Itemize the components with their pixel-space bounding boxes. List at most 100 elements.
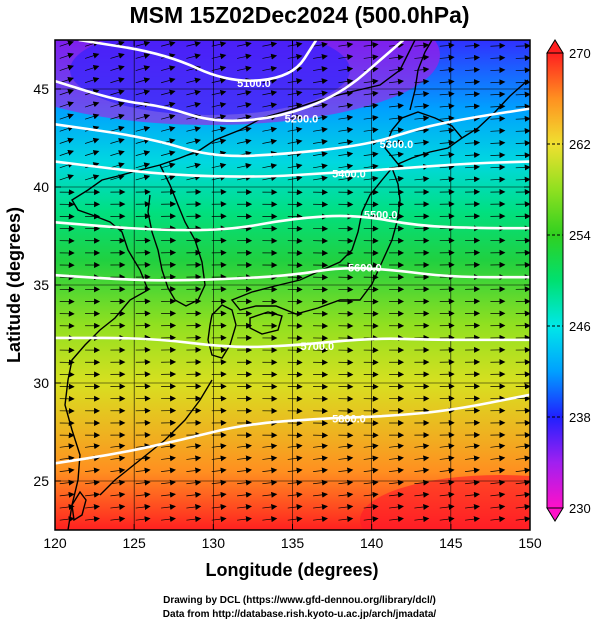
wind-arrow	[313, 53, 328, 60]
wind-arrow	[338, 491, 354, 498]
wind-arrow	[465, 54, 481, 61]
wind-arrow	[515, 516, 530, 523]
wind-arrow	[237, 491, 252, 498]
wind-arrow	[338, 114, 354, 121]
wind-arrow	[135, 150, 151, 157]
wind-arrow	[186, 503, 202, 510]
wind-arrow	[338, 467, 354, 474]
x-tick-label: 135	[281, 535, 305, 551]
wind-arrow	[135, 53, 151, 59]
wind-arrow	[59, 64, 74, 71]
wind-arrow	[439, 127, 455, 134]
wind-arrow	[515, 503, 530, 510]
wind-arrow	[135, 89, 151, 96]
wind-arrow	[363, 175, 379, 182]
coast-russia	[214, 40, 416, 141]
wind-arrow	[465, 127, 481, 134]
wind-arrow	[439, 491, 455, 498]
wind-arrow	[186, 516, 202, 523]
contour-label: 5700.0	[301, 341, 335, 353]
wind-arrow	[135, 40, 151, 47]
wind-arrow	[363, 443, 379, 450]
wind-arrow	[110, 479, 126, 486]
wind-arrow	[439, 443, 455, 450]
y-tick-label: 40	[33, 179, 49, 195]
wind-arrow	[439, 139, 455, 146]
wind-arrow	[160, 89, 176, 96]
wind-arrow	[490, 139, 506, 146]
wind-arrow	[262, 53, 278, 60]
coast-shikoku	[249, 311, 283, 335]
wind-arrow	[389, 467, 404, 474]
colorbar-tick-label: 246	[569, 319, 591, 334]
wind-arrow	[515, 67, 530, 74]
wind-arrow	[414, 491, 430, 498]
wind-streamlines	[59, 40, 530, 523]
wind-arrow	[414, 467, 430, 474]
wind-arrow	[160, 150, 176, 157]
wind-arrow	[160, 41, 176, 47]
contour-label: 5800.0	[332, 413, 366, 425]
wind-arrow	[287, 41, 303, 48]
wind-arrow	[186, 443, 202, 450]
wind-arrow	[237, 65, 252, 72]
wind-arrow	[85, 467, 100, 474]
wind-arrow	[135, 467, 151, 474]
wind-arrow	[439, 151, 455, 158]
wind-arrow	[161, 491, 176, 498]
wind-arrow	[389, 491, 404, 498]
wind-arrow	[515, 91, 530, 98]
wind-arrow	[363, 54, 379, 61]
wind-arrow	[363, 42, 379, 49]
wind-arrow	[237, 90, 252, 96]
wind-arrow	[186, 41, 201, 47]
wind-arrow	[237, 455, 252, 462]
wind-arrow	[490, 176, 506, 183]
contour-line-5800.0	[55, 393, 530, 465]
wind-arrow	[211, 138, 227, 145]
contour-label: 5300.0	[380, 139, 414, 151]
wind-arrow	[262, 467, 278, 474]
wind-arrow	[186, 174, 201, 181]
wind-arrow	[186, 77, 201, 84]
wind-arrow	[287, 114, 303, 121]
wind-arrow	[338, 139, 354, 146]
y-tick-label: 35	[33, 277, 49, 293]
wind-arrow	[515, 491, 530, 498]
wind-arrow	[262, 41, 278, 48]
x-tick-label: 130	[202, 535, 226, 551]
wind-arrow	[287, 90, 303, 97]
wind-arrow	[59, 52, 74, 59]
wind-arrow	[110, 150, 125, 156]
wind-arrow	[186, 455, 202, 462]
wind-arrow	[439, 103, 455, 110]
wind-arrow	[313, 479, 328, 486]
contour-line-5600.0	[55, 266, 530, 282]
wind-arrow	[465, 467, 480, 474]
wind-arrow	[84, 101, 100, 108]
colorbar-tick-label: 238	[569, 410, 591, 425]
wind-arrow	[439, 503, 455, 510]
wind-arrow	[414, 42, 430, 49]
wind-arrow	[490, 443, 506, 450]
colorbar-upper-extend	[546, 39, 564, 54]
wind-arrow	[161, 479, 176, 486]
wind-arrow	[439, 516, 455, 523]
wind-arrow	[490, 467, 506, 474]
wind-arrow	[287, 467, 303, 474]
wind-arrow	[262, 102, 278, 109]
wind-arrow	[160, 162, 176, 169]
coast-kyushu	[207, 304, 237, 359]
wind-arrow	[262, 516, 278, 523]
wind-arrow	[59, 516, 75, 523]
wind-arrow	[135, 77, 151, 84]
wind-arrow	[313, 126, 328, 133]
wind-arrow	[59, 149, 74, 156]
wind-arrow	[465, 479, 480, 486]
wind-arrow	[465, 176, 481, 183]
wind-arrow	[110, 65, 125, 71]
colorbar-tick-label: 270	[569, 46, 591, 61]
wind-arrow	[490, 42, 506, 49]
wind-arrow	[110, 77, 125, 84]
x-tick-label: 125	[122, 535, 146, 551]
